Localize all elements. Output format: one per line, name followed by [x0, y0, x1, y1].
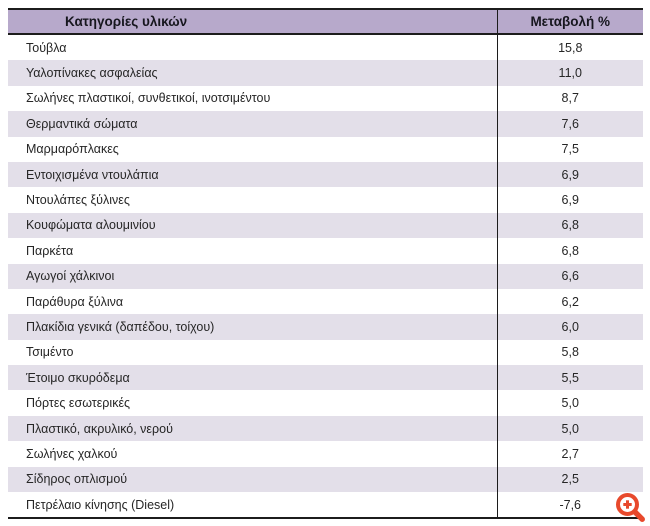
table-row: Σωλήνες χαλκού 2,7	[8, 441, 643, 467]
column-header-category: Κατηγορίες υλικών	[8, 8, 498, 35]
table-row: Έτοιμο σκυρόδεμα 5,5	[8, 365, 643, 391]
table-row: Τούβλα 15,8	[8, 34, 643, 61]
table-row: Πλακίδια γενικά (δαπέδου, τοίχου) 6,0	[8, 314, 643, 340]
zoom-in-icon[interactable]	[614, 491, 648, 525]
table-row: Σωλήνες πλαστικοί, συνθετικοί, ινοτσιμέν…	[8, 85, 643, 112]
value-cell: 7,6	[561, 116, 579, 131]
table-row: Πλαστικό, ακρυλικό, νερού 5,0	[8, 415, 643, 442]
category-cell: Σωλήνες χαλκού	[8, 441, 498, 467]
value-cell: 6,9	[561, 167, 579, 182]
category-cell: Μαρμαρόπλακες	[8, 136, 498, 162]
table-row: Σίδηρος οπλισμού 2,5	[8, 466, 643, 493]
zoom-in-magnifier-glyph	[616, 493, 645, 522]
category-cell: Τούβλα	[8, 34, 498, 61]
category-cell: Αγωγοί χάλκινοι	[8, 263, 498, 289]
category-cell: Σίδηρος οπλισμού	[8, 466, 498, 493]
value-cell: 5,8	[561, 345, 579, 360]
value-cell: 15,8	[558, 40, 583, 55]
value-cell: 2,7	[561, 446, 579, 461]
table-row: Παράθυρα ξύλινα 6,2	[8, 288, 643, 315]
category-cell: Υαλοπίνακες ασφαλείας	[8, 60, 498, 86]
table-row: Ντουλάπες ξύλινες 6,9	[8, 187, 643, 213]
table-row: Παρκέτα 6,8	[8, 238, 643, 264]
value-cell: 2,5	[561, 472, 579, 487]
value-cell: 6,2	[561, 294, 579, 309]
table-row: Πόρτες εσωτερικές 5,0	[8, 390, 643, 416]
category-cell: Κουφώματα αλουμινίου	[8, 212, 498, 239]
table-row: Υαλοπίνακες ασφαλείας 11,0	[8, 60, 643, 86]
category-cell: Σωλήνες πλαστικοί, συνθετικοί, ινοτσιμέν…	[8, 85, 498, 112]
category-cell: Τσιμέντο	[8, 339, 498, 366]
column-header-change: Μεταβολή %	[497, 8, 643, 35]
table-header: Κατηγορίες υλικών Μεταβολή %	[8, 8, 643, 35]
category-cell: Πλαστικό, ακρυλικό, νερού	[8, 415, 498, 442]
category-cell: Έτοιμο σκυρόδεμα	[8, 365, 498, 391]
value-cell: 6,8	[561, 218, 579, 233]
table-row: Κουφώματα αλουμινίου 6,8	[8, 212, 643, 239]
table-row: Πετρέλαιο κίνησης (Diesel) -7,6	[8, 492, 643, 519]
table-container: Κατηγορίες υλικών Μεταβολή % Τούβλα 15,8…	[8, 8, 643, 520]
category-cell: Πλακίδια γενικά (δαπέδου, τοίχου)	[8, 314, 498, 340]
value-cell: 5,0	[561, 421, 579, 436]
table-row: Θερμαντικά σώματα 7,6	[8, 111, 643, 137]
value-cell: 6,6	[561, 269, 579, 284]
table-body: Τούβλα 15,8 Υαλοπίνακες ασφαλείας 11,0 Σ…	[8, 34, 643, 519]
category-cell: Εντοιχισμένα ντουλάπια	[8, 161, 498, 188]
materials-table: Κατηγορίες υλικών Μεταβολή % Τούβλα 15,8…	[8, 8, 643, 520]
value-cell: 5,5	[561, 370, 579, 385]
table-row: Μαρμαρόπλακες 7,5	[8, 136, 643, 162]
table-row: Αγωγοί χάλκινοι 6,6	[8, 263, 643, 289]
value-cell: 6,8	[561, 243, 579, 258]
table-row: Εντοιχισμένα ντουλάπια 6,9	[8, 161, 643, 188]
category-cell: Πετρέλαιο κίνησης (Diesel)	[8, 492, 498, 519]
category-cell: Παράθυρα ξύλινα	[8, 288, 498, 315]
value-cell: 5,0	[561, 396, 579, 411]
category-cell: Παρκέτα	[8, 238, 498, 264]
category-cell: Θερμαντικά σώματα	[8, 111, 498, 137]
category-cell: Ντουλάπες ξύλινες	[8, 187, 498, 213]
value-cell: 7,5	[561, 142, 579, 157]
value-cell: 6,0	[561, 319, 579, 334]
category-cell: Πόρτες εσωτερικές	[8, 390, 498, 416]
value-cell: 11,0	[558, 66, 582, 81]
table-row: Τσιμέντο 5,8	[8, 339, 643, 366]
value-cell: 6,9	[561, 193, 579, 208]
value-cell: -7,6	[559, 497, 582, 512]
value-cell: 8,7	[561, 91, 579, 106]
header-row: Κατηγορίες υλικών Μεταβολή %	[8, 8, 643, 35]
